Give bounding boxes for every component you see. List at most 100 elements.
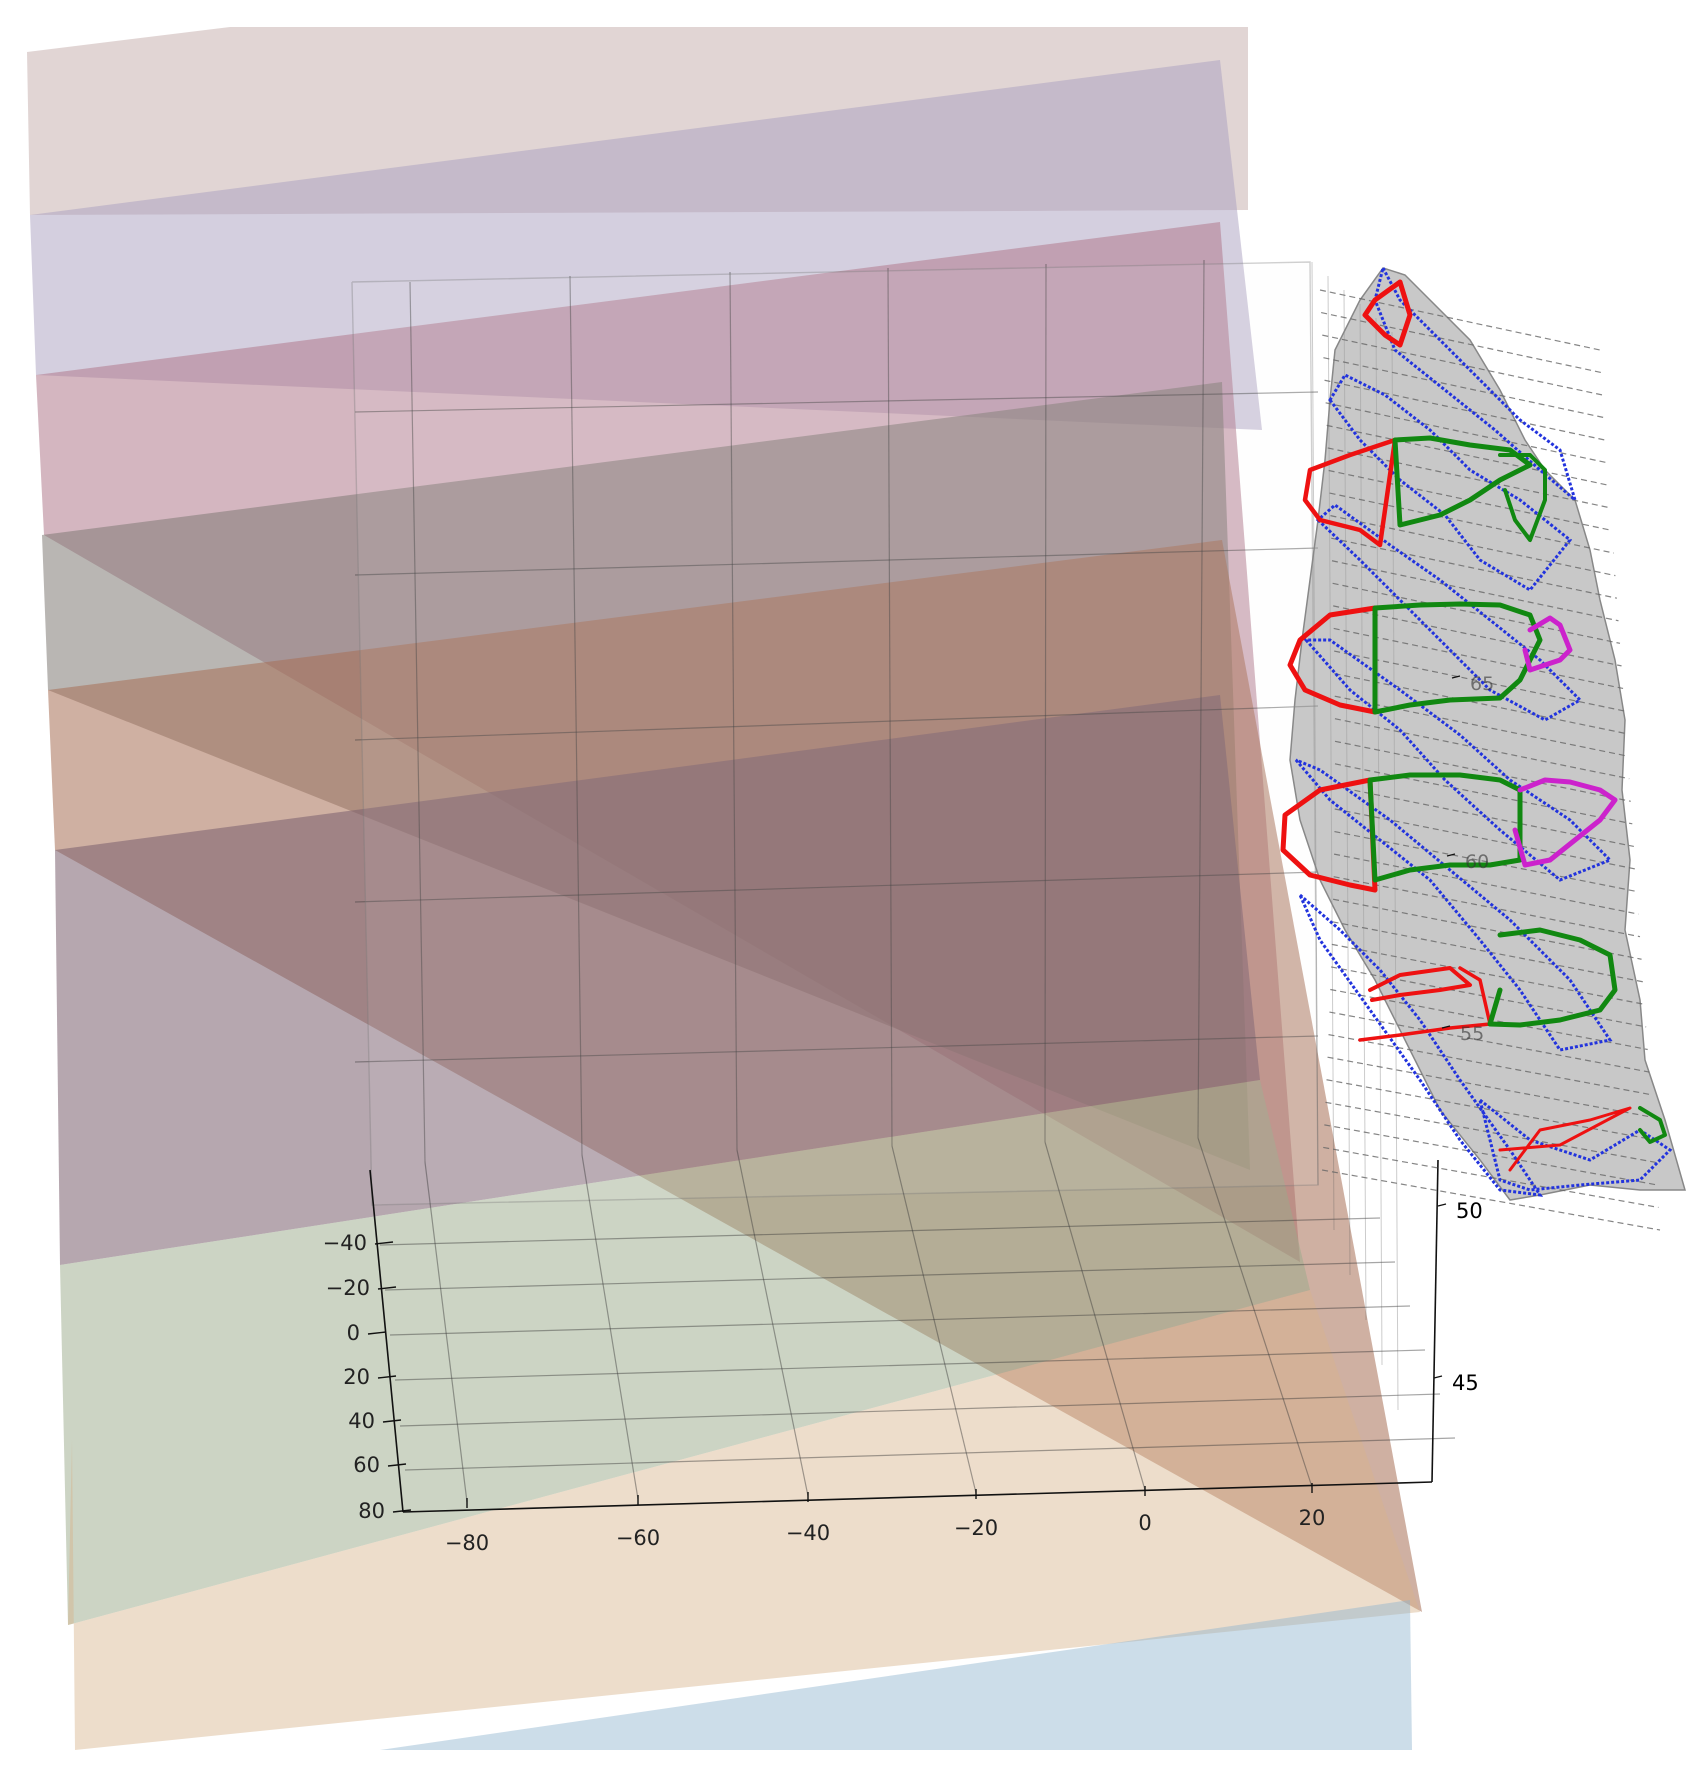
contour-line xyxy=(1367,772,1523,883)
y-tick-mark xyxy=(387,1463,407,1467)
floor-grid-y xyxy=(384,1261,1396,1291)
x-axis-ticks: −80 −60 −40 −20 0 20 xyxy=(445,1483,1325,1555)
section-planes xyxy=(27,27,1422,1750)
contour-line xyxy=(1302,437,1398,548)
y-tick-label: 20 xyxy=(343,1365,370,1389)
mesh-line xyxy=(1333,876,1641,938)
mesh-line xyxy=(1334,830,1638,893)
z-tick-label: 65 xyxy=(1470,673,1494,695)
y-axis-line xyxy=(369,1169,404,1513)
mesh-line xyxy=(1323,357,1605,419)
section-outline xyxy=(1302,638,1613,882)
contour-line xyxy=(1280,777,1378,893)
grid-line-z xyxy=(354,1035,1319,1063)
contour-line xyxy=(1368,966,1472,1002)
mesh-line xyxy=(1334,763,1633,825)
y-tick-label: 40 xyxy=(348,1409,375,1433)
y-tick-label: −20 xyxy=(326,1276,370,1300)
mesh-line xyxy=(1325,1101,1656,1163)
z-tick-mark xyxy=(1433,1375,1443,1379)
section-outline xyxy=(1328,373,1573,592)
contour-line xyxy=(1498,1106,1632,1172)
mesh-line xyxy=(1329,492,1614,554)
y-tick-label: 80 xyxy=(358,1499,385,1523)
contour-line xyxy=(1498,453,1547,542)
z-tick-mark xyxy=(1451,675,1461,679)
y-tick-label: 60 xyxy=(353,1453,380,1477)
z-tick-mark xyxy=(1437,1203,1447,1207)
y-tick-mark xyxy=(367,1331,387,1335)
mesh-line xyxy=(1332,582,1621,644)
z-tick-mark xyxy=(1441,1025,1451,1029)
floor-grid-y xyxy=(399,1393,1441,1427)
grid-line-z xyxy=(354,391,1319,413)
mesh-line xyxy=(1331,943,1645,1005)
mesh-line xyxy=(1334,740,1631,802)
mesh-line xyxy=(1324,379,1607,441)
grid-line-z xyxy=(354,871,1319,903)
mesh-line xyxy=(1330,966,1647,1028)
plane-6 xyxy=(55,695,1260,1265)
floor-grid-x xyxy=(424,1161,468,1503)
floor-grid-x xyxy=(891,1145,977,1494)
mesh-line xyxy=(1331,560,1619,622)
mesh-line xyxy=(1333,853,1639,915)
mesh-line xyxy=(1326,424,1610,486)
grid-line-x xyxy=(409,281,426,1163)
mesh-line xyxy=(1334,718,1630,780)
section-outline xyxy=(1315,503,1583,722)
mesh-line xyxy=(1333,605,1622,667)
mesh-line xyxy=(1327,1056,1653,1118)
floor-grid-y xyxy=(394,1349,1426,1381)
y-tick-mark xyxy=(374,1241,394,1245)
y-tick-mark xyxy=(392,1509,412,1513)
x-axis-line xyxy=(402,1481,1433,1513)
grid-line-x xyxy=(1197,259,1205,1139)
z-tick-label: 60 xyxy=(1465,851,1489,873)
section-outline xyxy=(1373,263,1578,505)
z-tick-label: 55 xyxy=(1460,1023,1484,1045)
surface-fill xyxy=(1289,267,1686,1201)
y-axis-ticks: −40 −20 0 20 40 60 80 xyxy=(323,1231,412,1523)
contour-line xyxy=(1358,966,1492,1042)
grid-line-x xyxy=(887,267,893,1147)
contour-line xyxy=(1487,927,1618,1028)
grid-line-x xyxy=(569,275,583,1156)
z-axis-ticks: 45 50 55 60 65 xyxy=(1433,673,1494,1395)
z-tick-label: 50 xyxy=(1456,1199,1483,1223)
contour-line xyxy=(1638,1106,1667,1144)
y-tick-mark xyxy=(377,1286,397,1290)
mesh-line xyxy=(1319,289,1601,351)
floor-grid-x xyxy=(1044,1141,1146,1491)
y-tick-label: −40 xyxy=(323,1231,367,1255)
mesh-line xyxy=(1325,402,1608,464)
floor-grid-y xyxy=(404,1437,1456,1471)
y-tick-mark xyxy=(377,1375,397,1379)
grid-line-z xyxy=(354,705,1319,741)
x-tick-label: −80 xyxy=(445,1531,489,1555)
grid-line-z xyxy=(354,547,1319,576)
contour-line xyxy=(1287,605,1378,715)
section-outline xyxy=(1477,1096,1673,1192)
contour-line xyxy=(1362,279,1413,348)
mesh-line xyxy=(1327,447,1611,509)
mesh-line xyxy=(1322,334,1604,396)
x-tick-label: −60 xyxy=(616,1526,660,1550)
mesh-line xyxy=(1326,1079,1654,1141)
back-panel xyxy=(351,261,1319,1206)
z-tick-label: 45 xyxy=(1452,1371,1479,1395)
mesh-line xyxy=(1321,311,1602,374)
x-tick-label: −20 xyxy=(954,1516,998,1540)
floor-grid-y xyxy=(389,1305,1411,1336)
x-tick-label: 0 xyxy=(1138,1511,1151,1535)
contour-line xyxy=(1392,435,1533,528)
grid-line-x xyxy=(1044,263,1047,1143)
floor-grid-y xyxy=(379,1217,1381,1246)
mesh-line xyxy=(1334,808,1636,870)
z-axis-line xyxy=(1431,1159,1439,1483)
contour-line xyxy=(1512,777,1618,868)
plane-9 xyxy=(380,1600,1412,1750)
section-outline xyxy=(1298,893,1544,1197)
floor-grid-x xyxy=(736,1149,809,1497)
